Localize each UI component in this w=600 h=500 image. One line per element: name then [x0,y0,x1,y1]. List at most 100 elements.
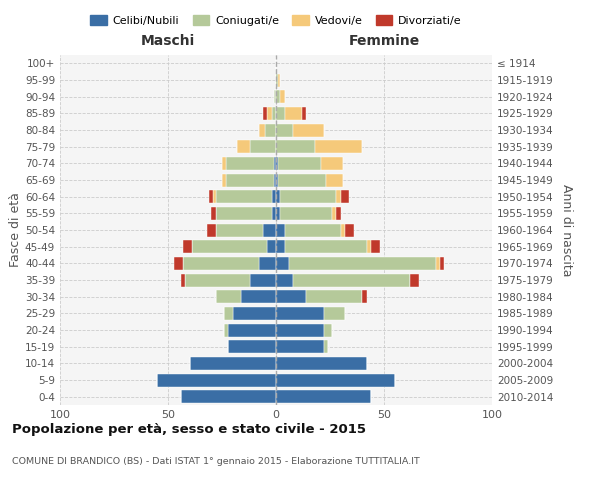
Bar [362,290,367,303]
Bar [323,340,328,353]
Bar [276,140,315,153]
Bar [222,157,226,170]
Bar [222,174,226,186]
Bar [284,107,302,120]
Bar [215,190,272,203]
Bar [209,190,214,203]
Bar [214,190,215,203]
Bar [280,90,284,103]
Bar [280,190,337,203]
Bar [284,224,341,236]
Bar [185,274,250,286]
Bar [276,257,289,270]
Bar [276,90,280,103]
Bar [233,307,276,320]
Bar [276,157,278,170]
Bar [276,74,278,86]
Bar [276,307,323,320]
Bar [276,390,371,403]
Bar [345,224,354,236]
Bar [224,324,229,336]
Bar [276,190,280,203]
Text: Maschi: Maschi [141,34,195,48]
Bar [276,290,306,303]
Bar [302,107,306,120]
Bar [192,240,268,253]
Bar [276,174,278,186]
Bar [263,107,268,120]
Bar [332,207,337,220]
Y-axis label: Fasce di età: Fasce di età [9,192,22,268]
Bar [215,207,272,220]
Bar [276,207,280,220]
Bar [276,374,395,386]
Bar [272,207,276,220]
Bar [274,174,276,186]
Bar [215,224,263,236]
Bar [410,274,419,286]
Y-axis label: Anni di nascita: Anni di nascita [560,184,573,276]
Bar [190,357,276,370]
Bar [276,340,323,353]
Bar [293,274,410,286]
Bar [278,157,322,170]
Bar [337,207,341,220]
Bar [274,90,276,103]
Bar [237,140,250,153]
Bar [268,107,272,120]
Bar [241,290,276,303]
Bar [250,140,276,153]
Bar [259,257,276,270]
Bar [276,224,284,236]
Bar [226,174,274,186]
Bar [229,340,276,353]
Bar [181,274,185,286]
Bar [181,390,276,403]
Bar [276,107,284,120]
Bar [226,157,274,170]
Bar [293,124,323,136]
Bar [276,240,284,253]
Bar [440,257,445,270]
Bar [183,257,259,270]
Bar [367,240,371,253]
Text: Popolazione per età, sesso e stato civile - 2015: Popolazione per età, sesso e stato civil… [12,422,366,436]
Bar [306,290,362,303]
Bar [276,324,323,336]
Bar [259,124,265,136]
Bar [326,174,343,186]
Bar [211,207,215,220]
Bar [323,324,332,336]
Bar [323,307,345,320]
Bar [268,240,276,253]
Bar [337,190,341,203]
Bar [250,274,276,286]
Bar [157,374,276,386]
Bar [278,174,326,186]
Bar [224,307,233,320]
Bar [207,224,215,236]
Legend: Celibi/Nubili, Coniugati/e, Vedovi/e, Divorziati/e: Celibi/Nubili, Coniugati/e, Vedovi/e, Di… [86,10,466,30]
Bar [215,290,241,303]
Bar [276,124,293,136]
Bar [371,240,380,253]
Bar [315,140,362,153]
Bar [341,224,345,236]
Bar [280,207,332,220]
Bar [436,257,440,270]
Bar [289,257,436,270]
Bar [183,240,192,253]
Bar [322,157,343,170]
Bar [175,257,183,270]
Bar [276,274,293,286]
Bar [265,124,276,136]
Bar [272,107,276,120]
Bar [341,190,349,203]
Bar [263,224,276,236]
Text: Femmine: Femmine [349,34,419,48]
Bar [272,190,276,203]
Bar [278,74,280,86]
Bar [229,324,276,336]
Bar [276,357,367,370]
Text: COMUNE DI BRANDICO (BS) - Dati ISTAT 1° gennaio 2015 - Elaborazione TUTTITALIA.I: COMUNE DI BRANDICO (BS) - Dati ISTAT 1° … [12,458,420,466]
